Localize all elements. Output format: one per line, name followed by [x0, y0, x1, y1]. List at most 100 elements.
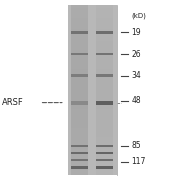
Bar	[96, 124, 113, 126]
Bar	[71, 118, 88, 120]
Bar	[71, 153, 88, 156]
Bar	[71, 27, 88, 29]
Bar	[96, 96, 113, 98]
Bar	[96, 149, 113, 151]
Bar	[96, 111, 113, 113]
Bar	[96, 164, 113, 166]
Bar	[96, 5, 113, 8]
Bar	[71, 147, 88, 149]
Bar	[96, 73, 113, 75]
Bar	[96, 69, 113, 71]
Bar	[96, 128, 113, 130]
Bar	[71, 60, 88, 62]
Bar	[71, 90, 88, 92]
Bar	[71, 88, 88, 90]
Bar	[96, 152, 113, 154]
Bar	[96, 35, 113, 37]
Bar	[71, 52, 88, 54]
Bar	[71, 115, 88, 118]
Bar	[71, 128, 88, 130]
Bar	[96, 137, 113, 139]
Bar	[96, 170, 113, 172]
Bar	[71, 75, 88, 77]
Bar	[96, 53, 113, 55]
Bar	[71, 5, 88, 175]
Bar	[96, 141, 113, 143]
Bar	[71, 8, 88, 10]
Bar	[71, 166, 88, 168]
Bar	[96, 122, 113, 124]
Bar	[71, 5, 88, 8]
Bar	[71, 35, 88, 37]
Bar	[71, 168, 88, 170]
Bar	[96, 160, 113, 162]
Bar	[71, 54, 88, 56]
Bar	[71, 134, 88, 137]
Bar	[71, 145, 88, 147]
Bar	[71, 143, 88, 145]
Bar	[96, 134, 113, 137]
Bar	[71, 22, 88, 24]
Bar	[71, 53, 88, 55]
Bar	[96, 18, 113, 20]
Bar	[71, 145, 88, 147]
Bar	[71, 149, 88, 151]
Bar	[71, 164, 88, 166]
Bar	[96, 75, 113, 77]
Bar	[96, 29, 113, 31]
Bar	[71, 132, 88, 134]
Bar	[71, 50, 88, 52]
Bar	[96, 33, 113, 35]
Bar	[71, 139, 88, 141]
Bar	[71, 62, 88, 65]
Bar	[96, 52, 113, 54]
Bar	[71, 126, 88, 128]
Bar	[96, 5, 113, 175]
Bar	[96, 139, 113, 141]
Bar	[71, 158, 88, 160]
Bar	[96, 120, 113, 122]
Bar	[71, 107, 88, 109]
Bar	[71, 77, 88, 79]
Bar	[71, 39, 88, 41]
Bar	[96, 172, 113, 175]
Bar	[96, 107, 113, 109]
Bar	[71, 29, 88, 31]
Bar	[71, 92, 88, 94]
Bar	[96, 48, 113, 50]
Bar	[96, 151, 113, 153]
Bar	[71, 14, 88, 16]
Bar	[96, 82, 113, 84]
Bar	[71, 82, 88, 84]
Bar	[96, 168, 113, 170]
Bar	[96, 20, 113, 22]
Bar	[96, 60, 113, 62]
Text: 19: 19	[131, 28, 141, 37]
Bar	[71, 101, 88, 103]
Bar	[96, 24, 113, 27]
Text: 117: 117	[131, 158, 146, 166]
Bar	[96, 145, 113, 147]
Bar	[71, 103, 88, 105]
Bar	[96, 43, 113, 46]
Bar	[96, 103, 113, 105]
Text: ARSF: ARSF	[2, 98, 24, 107]
Bar	[96, 115, 113, 118]
Bar	[96, 109, 113, 111]
Bar	[71, 74, 88, 77]
Text: 34: 34	[131, 71, 141, 80]
Bar	[96, 58, 113, 60]
Bar	[71, 101, 88, 105]
Bar	[71, 37, 88, 39]
Bar	[96, 101, 113, 105]
Bar	[96, 54, 113, 56]
Bar	[96, 118, 113, 120]
Bar	[71, 111, 88, 113]
Bar	[71, 151, 88, 153]
Bar	[71, 79, 88, 82]
Bar	[71, 162, 88, 164]
Bar	[71, 156, 88, 158]
Bar	[71, 94, 88, 96]
Text: (kD): (kD)	[131, 13, 146, 19]
Bar	[71, 84, 88, 86]
